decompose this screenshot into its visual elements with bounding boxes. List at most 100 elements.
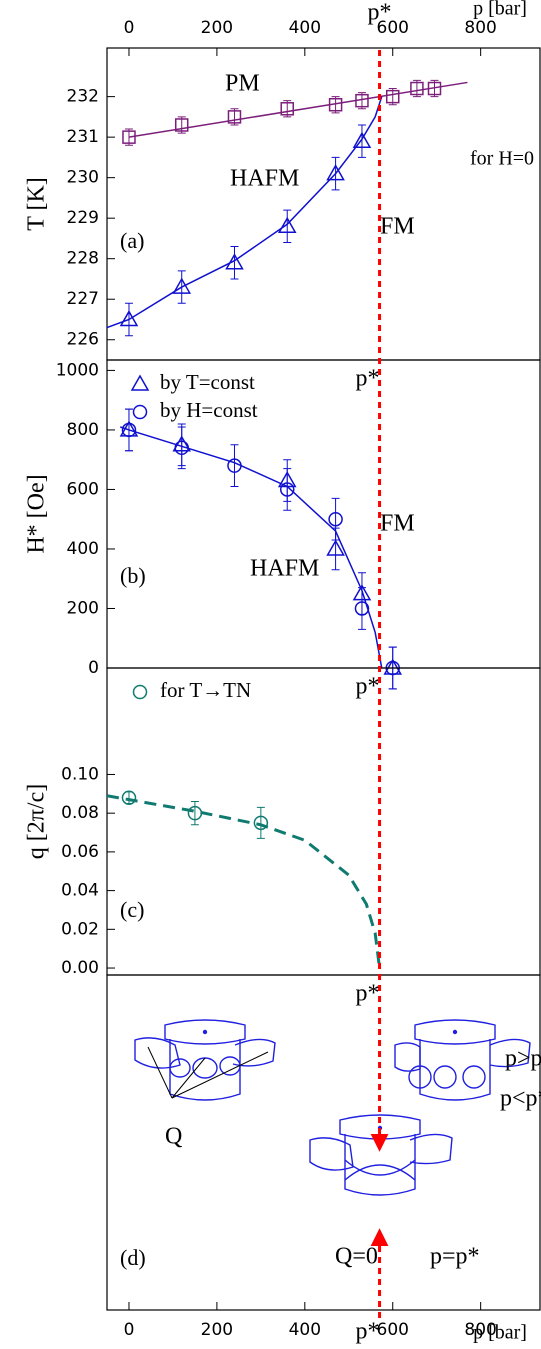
panel-label: (d) [120, 1245, 146, 1270]
x-tick-label: 600 [377, 18, 409, 38]
annotation: HAFM [250, 556, 319, 582]
error-bar [230, 246, 239, 280]
marker [187, 805, 203, 821]
marker [280, 102, 294, 116]
x-tick-label: 400 [289, 18, 321, 38]
y-tick-label: 200 [67, 598, 99, 618]
fit-curve [106, 794, 382, 969]
x-tick-label: 0 [124, 18, 135, 38]
y-tick-label: 0.08 [61, 803, 99, 823]
x-tick-label: 800 [464, 1320, 496, 1340]
error-bar [331, 497, 340, 541]
annotation: p>p* [505, 1046, 541, 1072]
marker [225, 253, 244, 270]
annotation: Q [165, 1124, 182, 1150]
y-tick-label: 229 [67, 208, 99, 228]
y-tick-label: 230 [67, 168, 99, 188]
q-arrows [147, 1046, 269, 1099]
series [121, 790, 269, 839]
marker [122, 130, 136, 144]
marker [355, 93, 369, 108]
series [119, 408, 403, 690]
x-tick-label: 800 [464, 18, 496, 38]
annotation: FM [380, 511, 415, 537]
marker [328, 97, 343, 112]
marker [354, 601, 370, 616]
y-tick-label: 231 [67, 127, 99, 147]
x-axis-label: p [bar] [473, 1322, 527, 1344]
x-tick-label: 600 [377, 1320, 409, 1340]
error-bar [283, 468, 292, 511]
y-axis-label: H* [Oe] [24, 474, 50, 553]
y-tick-label: 0.06 [61, 842, 99, 862]
y-tick-label: 228 [67, 249, 99, 269]
pstar-label: p* [356, 981, 380, 1007]
y-axis-label: q [2π/c] [24, 784, 50, 859]
structure-right [394, 1019, 531, 1101]
panel-label: (b) [120, 563, 146, 588]
y-tick-label: 226 [67, 330, 99, 350]
legend-marker [130, 374, 150, 391]
pstar-label: p* [356, 1319, 380, 1345]
error-bar [357, 124, 366, 158]
error-bar [177, 270, 186, 304]
legend-label: for T→TN [160, 678, 251, 702]
fit-curve [119, 426, 383, 669]
marker [279, 482, 295, 497]
y-tick-label: 0.00 [61, 958, 99, 978]
schematic [134, 1019, 531, 1196]
error-bar [256, 806, 265, 839]
y-axis-label: T [K] [24, 177, 50, 231]
y-tick-label: 1000 [56, 360, 99, 380]
legend-label: by H=const [160, 398, 258, 422]
y-tick-label: 0.10 [61, 764, 99, 784]
annotation: PM [225, 71, 260, 97]
annotation: HAFM [230, 166, 299, 192]
marker [121, 790, 137, 805]
marker [174, 440, 189, 456]
series [119, 124, 372, 337]
pstar-label: p* [356, 674, 380, 700]
marker [174, 118, 189, 132]
pstar-label: p* [356, 366, 380, 392]
error-bar [331, 156, 340, 191]
marker [227, 458, 242, 473]
error-bar [124, 302, 133, 337]
legend-marker [132, 684, 148, 700]
marker [253, 815, 269, 831]
marker [427, 81, 442, 96]
error-bar [357, 587, 366, 630]
error-bar [230, 444, 239, 487]
plot-frame [106, 974, 541, 1311]
error-bar [283, 209, 292, 243]
marker [121, 422, 137, 438]
x-tick-label: 400 [289, 1320, 321, 1340]
error-bar [177, 426, 186, 470]
marker [172, 277, 192, 294]
x-axis-label: p [bar] [473, 0, 527, 20]
error-bar [190, 801, 199, 826]
marker [328, 511, 343, 527]
panel-label: (c) [120, 897, 144, 922]
y-tick-label: 800 [67, 420, 99, 440]
x-tick-label: 200 [201, 1320, 233, 1340]
y-tick-label: 0 [88, 658, 99, 678]
marker [326, 164, 345, 181]
y-tick-label: 0.04 [61, 881, 99, 901]
legend-label: by T=const [160, 370, 255, 394]
marker [385, 89, 400, 104]
legend-marker [132, 404, 148, 420]
annotation: p<p* [500, 1086, 541, 1112]
y-tick-label: 600 [67, 479, 99, 499]
y-tick-label: 232 [67, 87, 99, 107]
structure-left [134, 1019, 276, 1101]
marker [352, 131, 372, 148]
marker [410, 81, 424, 96]
plot-frame [106, 667, 541, 976]
pstar-label: p* [368, 0, 392, 26]
plot-frame [106, 47, 541, 361]
fit-curve [106, 96, 383, 329]
structure-center [309, 1114, 453, 1196]
marker [227, 110, 242, 124]
